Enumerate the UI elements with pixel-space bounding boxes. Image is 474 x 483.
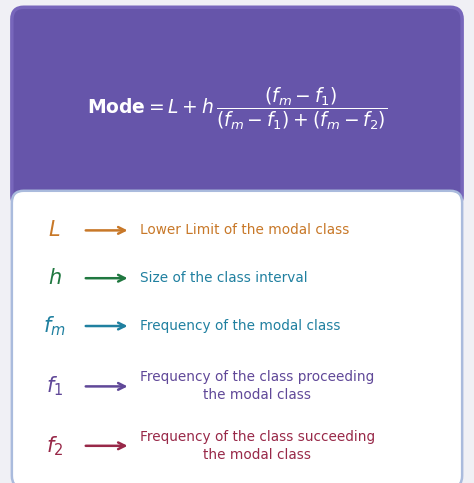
FancyBboxPatch shape	[12, 191, 462, 483]
Text: $f_2$: $f_2$	[46, 434, 63, 457]
Text: Frequency of the class succeeding
the modal class: Frequency of the class succeeding the mo…	[140, 430, 375, 462]
Text: $L$: $L$	[48, 220, 61, 241]
Text: $h$: $h$	[47, 268, 62, 288]
Text: $f_1$: $f_1$	[46, 375, 63, 398]
Text: Size of the class interval: Size of the class interval	[140, 271, 308, 285]
Text: Frequency of the modal class: Frequency of the modal class	[140, 319, 340, 333]
FancyBboxPatch shape	[12, 7, 462, 208]
Text: Lower Limit of the modal class: Lower Limit of the modal class	[140, 224, 349, 237]
Text: $f_m$: $f_m$	[43, 314, 66, 338]
Text: Frequency of the class proceeding
the modal class: Frequency of the class proceeding the mo…	[140, 370, 374, 402]
Text: $\mathbf{Mode} = L + h\,\dfrac{(f_m - f_1)}{(f_m - f_1)+(f_m - f_2)}$: $\mathbf{Mode} = L + h\,\dfrac{(f_m - f_…	[87, 85, 387, 132]
